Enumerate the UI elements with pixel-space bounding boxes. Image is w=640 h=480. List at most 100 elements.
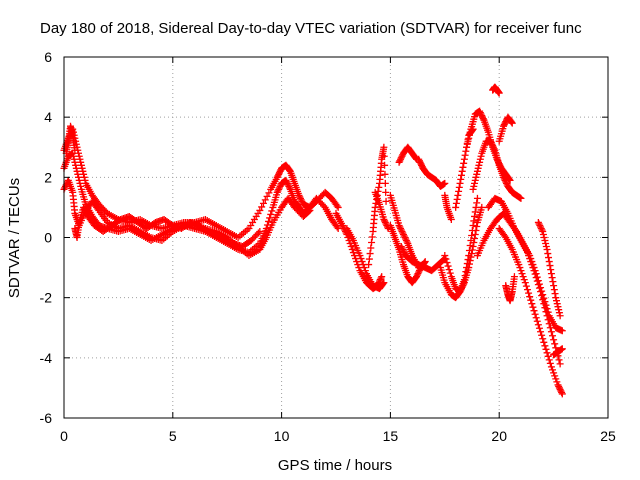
- data-point: [500, 121, 508, 129]
- data-point: [361, 267, 369, 275]
- series-track-24: [502, 273, 518, 305]
- data-point: [81, 206, 89, 214]
- data-point: [549, 332, 557, 340]
- data-point: [415, 157, 423, 165]
- data-point: [456, 179, 464, 187]
- data-point: [521, 279, 529, 287]
- data-point: [396, 157, 404, 165]
- data-point: [537, 224, 545, 232]
- data-point: [306, 206, 314, 214]
- data-point: [74, 170, 82, 178]
- data-point: [532, 314, 540, 322]
- data-point: [334, 203, 342, 211]
- x-axis-ticks: 0 5 10 15 20 25: [60, 57, 616, 444]
- data-point: [452, 203, 460, 211]
- data-point: [538, 226, 546, 234]
- data-point: [541, 342, 549, 350]
- data-point: [542, 345, 550, 353]
- data-point: [527, 296, 535, 304]
- data-point: [261, 196, 269, 204]
- data-point: [478, 203, 486, 211]
- data-point: [543, 349, 551, 357]
- data-point: [553, 300, 561, 308]
- data-point: [530, 267, 538, 275]
- data-point: [471, 179, 479, 187]
- data-point: [476, 158, 484, 166]
- data-point: [558, 327, 566, 335]
- data-point: [534, 218, 542, 226]
- data-point: [534, 281, 542, 289]
- data-point: [77, 182, 85, 190]
- data-point: [465, 131, 473, 139]
- data-point: [276, 167, 284, 175]
- data-point: [558, 390, 566, 398]
- data-point: [556, 312, 564, 320]
- data-point: [552, 294, 560, 302]
- data-point: [382, 188, 390, 196]
- data-point: [502, 179, 510, 187]
- data-point: [457, 171, 465, 179]
- data-point: [551, 372, 559, 380]
- data-point: [539, 335, 547, 343]
- data-point: [333, 223, 341, 231]
- data-point: [526, 255, 534, 263]
- data-point: [542, 243, 550, 251]
- data-point: [455, 187, 463, 195]
- data-point: [258, 203, 266, 211]
- data-point: [413, 271, 421, 279]
- data-point: [470, 182, 478, 190]
- data-point: [82, 208, 90, 216]
- data-point: [447, 215, 455, 223]
- data-point: [530, 307, 538, 315]
- data-point: [533, 317, 541, 325]
- x-tick-label: 25: [600, 428, 616, 444]
- data-point: [284, 181, 292, 189]
- data-point: [456, 288, 464, 296]
- data-point: [286, 166, 294, 174]
- data-point: [472, 226, 480, 234]
- data-point: [550, 286, 558, 294]
- data-point: [381, 161, 389, 169]
- data-point: [446, 269, 454, 277]
- data-point: [366, 250, 374, 258]
- data-point: [80, 205, 88, 213]
- data-point: [517, 194, 525, 202]
- data-point: [256, 206, 264, 214]
- data-point: [399, 229, 407, 237]
- data-point: [475, 161, 483, 169]
- data-point: [460, 155, 468, 163]
- data-point: [545, 254, 553, 262]
- data-point: [543, 312, 551, 320]
- data-point: [461, 151, 469, 159]
- data-point: [532, 274, 540, 282]
- data-point: [381, 170, 389, 178]
- data-point: [70, 155, 78, 163]
- data-point: [378, 273, 386, 281]
- data-point: [263, 192, 271, 200]
- data-point: [523, 249, 531, 257]
- data-point: [360, 264, 368, 272]
- data-point: [555, 306, 563, 314]
- data-point: [397, 226, 405, 234]
- data-point: [400, 249, 408, 257]
- data-point: [541, 237, 549, 245]
- data-point: [375, 183, 383, 191]
- data-point: [477, 152, 485, 160]
- data-point: [541, 304, 549, 312]
- data-point: [72, 161, 80, 169]
- data-point: [413, 273, 421, 281]
- y-axis-ticks: -6 -4 -2 0 2 4 6: [40, 49, 608, 426]
- data-point: [469, 221, 477, 229]
- data-point: [516, 264, 524, 272]
- data-point: [274, 187, 282, 195]
- data-point: [473, 170, 481, 178]
- data-point: [75, 176, 83, 184]
- y-axis-label: SDTVAR / TECUs: [6, 178, 23, 298]
- data-point: [515, 261, 523, 269]
- data-point: [464, 137, 472, 145]
- series-track-12: [415, 155, 449, 190]
- data-point: [380, 152, 388, 160]
- data-point: [365, 261, 373, 269]
- data-point: [558, 345, 566, 353]
- data-point: [395, 221, 403, 229]
